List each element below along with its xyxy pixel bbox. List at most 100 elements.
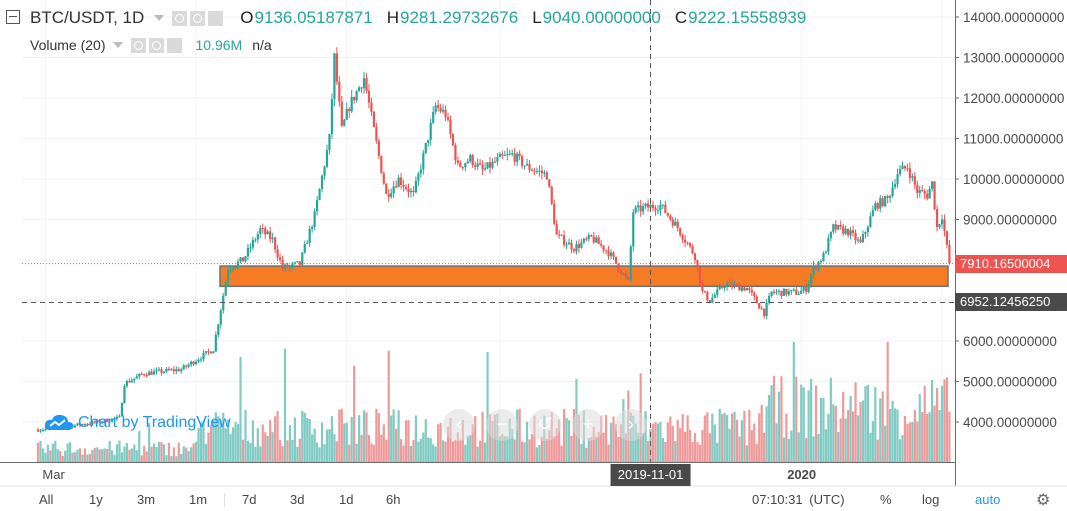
symbol-title[interactable]: BTC/USDT, 1D — [30, 8, 145, 27]
candle-body — [676, 221, 679, 229]
volume-bar — [881, 391, 884, 462]
collapse-legend-icon[interactable] — [6, 10, 20, 24]
volume-bar — [847, 410, 850, 462]
candle-body — [227, 270, 230, 283]
volume-bar — [809, 378, 813, 462]
candle-body — [844, 228, 847, 234]
volume-bar — [217, 416, 220, 462]
candle-body — [308, 228, 311, 244]
volume-bar — [301, 410, 304, 462]
volume-bar — [795, 376, 798, 462]
scroll-right-button[interactable]: › — [615, 409, 647, 441]
volume-bar — [866, 384, 870, 462]
auto-scale-button[interactable]: auto — [975, 492, 1001, 507]
visibility-icon[interactable] — [172, 10, 188, 26]
volume-bar — [535, 447, 539, 462]
candle-body — [348, 108, 351, 112]
candle-body — [185, 365, 188, 367]
candle-body — [750, 289, 753, 293]
tradingview-watermark[interactable]: Chart by TradingView — [44, 414, 231, 432]
volume-bar — [125, 443, 129, 462]
volume-bar — [508, 418, 511, 462]
volume-bar — [259, 446, 262, 462]
price-tick-label: 6000.00000000 — [963, 334, 1057, 349]
candle-body — [879, 198, 882, 209]
gear-icon[interactable] — [149, 37, 165, 53]
candle-body — [316, 199, 319, 212]
candle-body — [128, 381, 131, 383]
candle-body — [928, 188, 931, 199]
volume-bar — [479, 440, 482, 462]
candle-body — [760, 308, 763, 310]
candle-body — [232, 268, 235, 270]
candle-body — [637, 205, 640, 208]
candle-body — [770, 291, 773, 296]
candle-body — [441, 109, 445, 112]
visibility-icon[interactable] — [131, 37, 147, 53]
volume-bar — [355, 443, 358, 462]
percent-scale-button[interactable]: % — [880, 492, 892, 507]
log-scale-button[interactable]: log — [922, 492, 940, 507]
gear-icon[interactable] — [190, 10, 206, 26]
timeframe-7d[interactable]: 7d — [242, 492, 257, 507]
candle-body — [397, 177, 400, 188]
candle-body — [125, 381, 129, 387]
volume-bar — [313, 428, 316, 462]
ohlc-open: O 9136.05187871 — [240, 8, 373, 27]
volume-bar — [558, 419, 561, 462]
volume-bar — [609, 422, 613, 462]
candle-body — [609, 252, 613, 256]
volume-bar — [343, 423, 346, 462]
candle-body — [792, 289, 795, 291]
scroll-left-button[interactable]: ‹ — [443, 409, 475, 441]
volume-bar — [654, 422, 657, 462]
candle-body — [834, 224, 837, 230]
timeframe-6h[interactable]: 6h — [386, 492, 401, 507]
chevron-down-icon[interactable] — [113, 42, 124, 48]
price-tick-label: 9000.00000000 — [963, 213, 1057, 228]
candle-body — [540, 170, 543, 174]
volume-bar — [755, 443, 758, 462]
clock[interactable]: 07:10:31 (UTC) — [752, 492, 845, 507]
close-icon[interactable] — [208, 10, 224, 26]
volume-bar — [886, 342, 889, 462]
volume-bar — [83, 448, 87, 462]
candle-body — [266, 231, 269, 235]
timeframe-1y[interactable]: 1y — [89, 492, 103, 507]
zoom-in-button[interactable]: + — [572, 409, 604, 441]
candle-body — [328, 133, 331, 150]
volume-bar — [288, 424, 292, 462]
volume-bar — [194, 441, 198, 462]
volume-bar — [269, 419, 272, 462]
zoom-out-button[interactable]: − — [486, 409, 518, 441]
timeframe-1d[interactable]: 1d — [339, 492, 354, 507]
candle-body — [217, 324, 220, 335]
volume-bar — [264, 432, 267, 462]
volume-bar — [945, 377, 949, 462]
volume-bar — [212, 419, 215, 462]
volume-bar — [204, 443, 208, 462]
close-icon[interactable] — [167, 37, 183, 53]
timeframe-3m[interactable]: 3m — [137, 492, 156, 507]
volume-bar — [335, 441, 338, 462]
volume-indicator-title[interactable]: Volume (20) — [30, 37, 106, 53]
volume-bar — [464, 444, 467, 462]
volume-bar — [459, 439, 462, 462]
candle-body — [590, 234, 593, 237]
chevron-down-icon[interactable] — [154, 15, 165, 21]
volume-bar — [345, 422, 348, 462]
candle-body — [269, 231, 272, 240]
volume-bar — [412, 440, 415, 462]
timeframe-1m[interactable]: 1m — [189, 492, 208, 507]
candle-body — [516, 153, 519, 162]
reset-chart-button[interactable]: ↺ — [529, 409, 561, 441]
timeframe-all[interactable]: All — [39, 492, 54, 507]
candle-body — [93, 421, 96, 423]
candle-body — [686, 242, 689, 244]
candle-body — [274, 237, 277, 250]
candle-body — [414, 180, 418, 193]
candle-body — [353, 96, 356, 101]
gear-icon[interactable]: ⚙ — [1036, 492, 1051, 509]
timeframe-3d[interactable]: 3d — [290, 492, 305, 507]
candle-body — [624, 273, 627, 277]
